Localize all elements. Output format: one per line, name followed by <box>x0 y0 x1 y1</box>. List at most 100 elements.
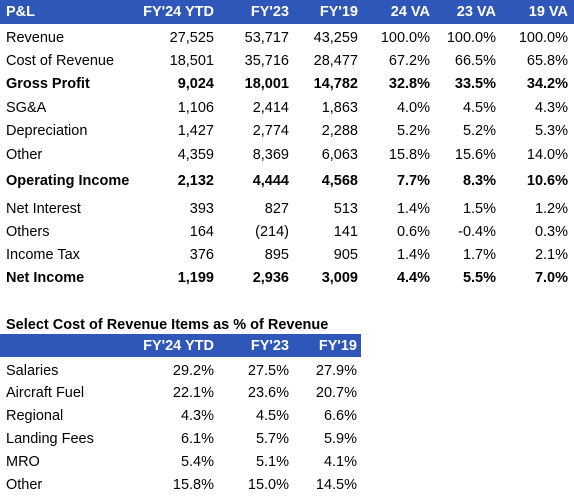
header-cell: FY'19 <box>319 4 358 20</box>
cell: 7.7% <box>396 173 430 189</box>
cell: 5.3% <box>534 123 568 139</box>
header-cell: FY'24 YTD <box>143 4 214 20</box>
cell: 6,063 <box>321 147 358 163</box>
cell: 32.8% <box>388 76 430 92</box>
table2-title: Select Cost of Revenue Items as % of Rev… <box>6 317 329 333</box>
cell: 5.9% <box>323 431 357 447</box>
cell: 18,001 <box>244 76 289 92</box>
cell: 35,716 <box>244 53 289 69</box>
row-label: SG&A <box>6 100 47 116</box>
cell: 4,359 <box>177 147 214 163</box>
cell: 1,427 <box>177 123 214 139</box>
cell: 14,782 <box>313 76 358 92</box>
row-label: Other <box>6 147 43 163</box>
row-label: MRO <box>6 454 40 470</box>
cell: 6.6% <box>323 408 357 424</box>
header-cell: FY'23 <box>250 4 289 20</box>
cell: 27.5% <box>247 363 289 379</box>
cell: 1,106 <box>177 100 214 116</box>
cell: 905 <box>333 247 358 263</box>
cell: 4,568 <box>321 173 358 189</box>
cell: 20.7% <box>315 385 357 401</box>
row-label: Net Interest <box>6 201 81 217</box>
header-cell: P&L <box>6 4 35 20</box>
cell: 100.0% <box>518 30 568 46</box>
cell: 27.9% <box>315 363 357 379</box>
cell: 23.6% <box>247 385 289 401</box>
cell: 4.3% <box>180 408 214 424</box>
cell: 1.7% <box>462 247 496 263</box>
row-label: Operating Income <box>6 173 130 189</box>
cell: 34.2% <box>526 76 568 92</box>
cell: 4.5% <box>462 100 496 116</box>
row-label: Gross Profit <box>6 76 90 92</box>
cell: 895 <box>264 247 289 263</box>
cell: 5.5% <box>462 270 496 286</box>
cell: 53,717 <box>244 30 289 46</box>
row-label: Cost of Revenue <box>6 53 115 69</box>
header-cell: 19 VA <box>528 4 568 20</box>
row-label: Landing Fees <box>6 431 94 447</box>
row-label: Regional <box>6 408 64 424</box>
cell: 5.7% <box>255 431 289 447</box>
cell: 100.0% <box>380 30 430 46</box>
header-cell: 24 VA <box>390 4 430 20</box>
cell: 1.2% <box>534 201 568 217</box>
cell: 2,414 <box>252 100 289 116</box>
cell: 7.0% <box>534 270 568 286</box>
header-cell: 23 VA <box>456 4 496 20</box>
cell: 8,369 <box>252 147 289 163</box>
cell: 376 <box>189 247 214 263</box>
cell: 9,024 <box>177 76 214 92</box>
cell: 43,259 <box>313 30 358 46</box>
cell: 164 <box>189 224 214 240</box>
cell: 67.2% <box>388 53 430 69</box>
cell: 5.1% <box>255 454 289 470</box>
cell: 1.5% <box>462 201 496 217</box>
cell: 4,444 <box>252 173 289 189</box>
cell: 28,477 <box>313 53 358 69</box>
cell: 8.3% <box>462 173 496 189</box>
cell: 15.6% <box>454 147 496 163</box>
cell: 15.8% <box>388 147 430 163</box>
cell: 1.4% <box>396 247 430 263</box>
cell: 5.4% <box>180 454 214 470</box>
cell: 29.2% <box>172 363 214 379</box>
cell: 1,863 <box>321 100 358 116</box>
cell: 1,199 <box>177 270 214 286</box>
row-label: Net Income <box>6 270 85 286</box>
row-label: Other <box>6 477 43 493</box>
row-label: Salaries <box>6 363 59 379</box>
cell: 100.0% <box>446 30 496 46</box>
cell: 2,936 <box>252 270 289 286</box>
cell: 65.8% <box>526 53 568 69</box>
cell: 4.4% <box>396 270 430 286</box>
cell: 513 <box>333 201 358 217</box>
row-label: Income Tax <box>6 247 80 263</box>
cell: 15.0% <box>247 477 289 493</box>
cell: 66.5% <box>454 53 496 69</box>
cell: 827 <box>264 201 289 217</box>
cell: 2.1% <box>534 247 568 263</box>
cell: 14.5% <box>315 477 357 493</box>
row-label: Depreciation <box>6 123 88 139</box>
table1-header-bg <box>0 0 574 24</box>
header-cell: FY'24 YTD <box>143 338 214 354</box>
cell: 6.1% <box>180 431 214 447</box>
cell: 2,288 <box>321 123 358 139</box>
cell: 14.0% <box>526 147 568 163</box>
cell: 4.3% <box>534 100 568 116</box>
cell: -0.4% <box>458 224 496 240</box>
cell: 3,009 <box>321 270 358 286</box>
cell: 33.5% <box>454 76 496 92</box>
cell: 4.5% <box>255 408 289 424</box>
cell: 141 <box>333 224 358 240</box>
cell: (214) <box>255 224 289 240</box>
cell: 27,525 <box>169 30 214 46</box>
cell: 22.1% <box>172 385 214 401</box>
cell: 2,774 <box>252 123 289 139</box>
header-cell: FY'19 <box>318 338 357 354</box>
cell: 393 <box>189 201 214 217</box>
cell: 5.2% <box>462 123 496 139</box>
